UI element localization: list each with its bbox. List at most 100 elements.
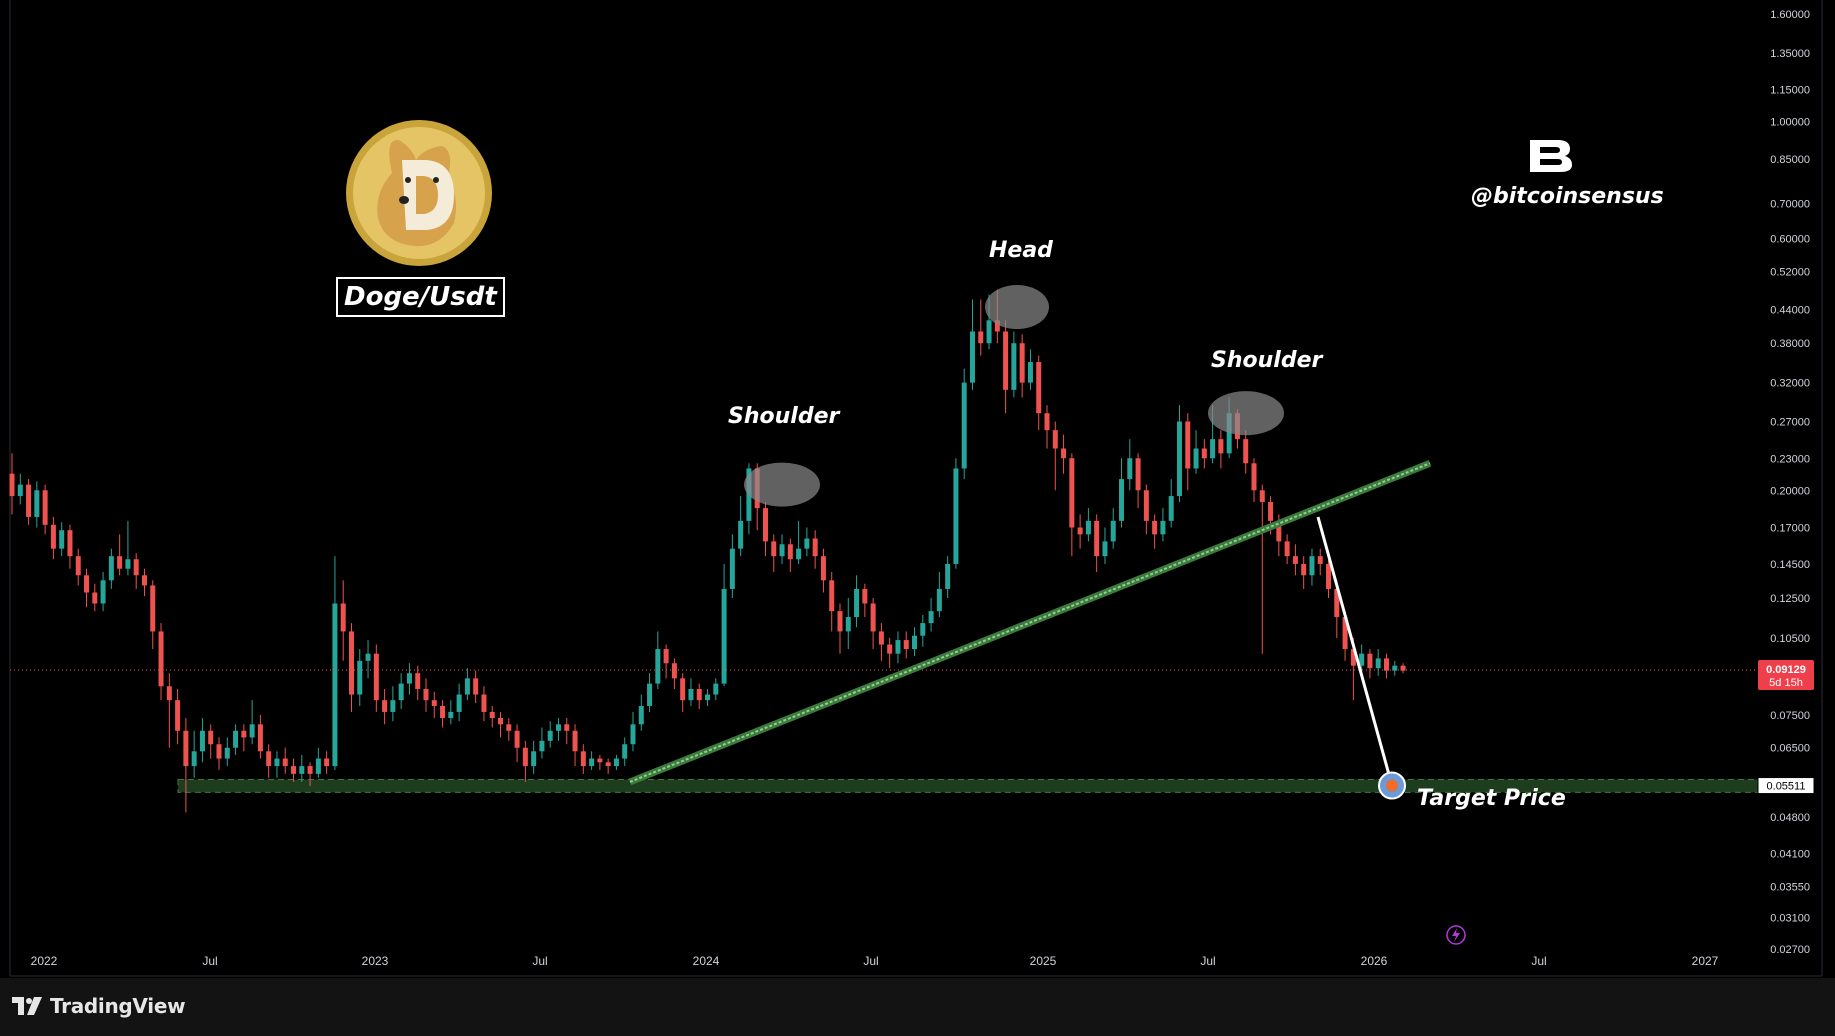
price-tick-label: 0.85000 xyxy=(1770,154,1810,166)
candle-body xyxy=(324,758,330,767)
price-tick-label: 0.38000 xyxy=(1770,338,1810,350)
candle-body xyxy=(1036,362,1042,414)
candle-body xyxy=(282,758,288,767)
candle-body xyxy=(1027,362,1033,383)
time-tick-label: 2022 xyxy=(31,954,58,968)
time-tick-label: 2023 xyxy=(362,954,389,968)
candle-body xyxy=(812,538,818,557)
candle-body xyxy=(315,758,321,774)
bitcoinsensus-logo-icon xyxy=(1530,140,1572,172)
candle-body xyxy=(1375,658,1381,669)
time-tick-label: 2024 xyxy=(693,954,720,968)
candle-body xyxy=(373,653,379,701)
last-price-countdown: 5d 15h xyxy=(1769,677,1803,689)
candle-body xyxy=(1176,421,1182,497)
last-price-label: 0.09129 xyxy=(1766,664,1806,676)
candle-body xyxy=(862,588,868,604)
price-tick-label: 0.44000 xyxy=(1770,305,1810,317)
candle-body xyxy=(713,683,719,695)
candle-body xyxy=(406,673,412,684)
candle-body xyxy=(1226,413,1232,454)
candle-body xyxy=(257,724,263,752)
candle-body xyxy=(605,762,611,767)
candle-body xyxy=(1326,563,1332,589)
annotation-head: Head xyxy=(989,238,1053,263)
price-tick-label: 0.12500 xyxy=(1770,593,1810,605)
candle-body xyxy=(464,678,470,695)
target-price-badge xyxy=(1757,777,1815,795)
candle-body xyxy=(564,724,570,731)
candle-body xyxy=(307,766,313,774)
candle-body xyxy=(175,700,181,731)
tradingview-wordmark: TradingView xyxy=(50,994,186,1018)
candle-body xyxy=(1168,496,1174,521)
candle-body xyxy=(688,689,694,701)
tradingview-logo[interactable]: TradingView xyxy=(12,992,186,1020)
candle-body xyxy=(158,631,164,687)
candle-body xyxy=(969,331,975,383)
candle-body xyxy=(837,611,843,632)
candle-body xyxy=(1019,343,1025,383)
candle-body xyxy=(108,556,114,581)
left-shoulder-highlight xyxy=(744,462,820,507)
candle-body xyxy=(804,538,810,549)
price-tick-label: 0.06500 xyxy=(1770,743,1810,755)
candle-body xyxy=(26,484,32,517)
candle-body xyxy=(936,588,942,612)
candle-body xyxy=(166,686,172,701)
candle-body xyxy=(291,766,297,774)
price-tick-label: 0.32000 xyxy=(1770,378,1810,390)
neckline-trendline[interactable] xyxy=(629,462,1431,783)
candle-body xyxy=(133,559,139,576)
candle-body xyxy=(224,747,230,759)
price-axis: 1.60000 1.35000 1.15000 1.00000 0.85000 0.700… xyxy=(1757,9,1815,956)
candle-body xyxy=(870,603,876,632)
dogecoin-logo-icon xyxy=(346,120,492,266)
candle-body xyxy=(547,730,553,741)
candle-body xyxy=(299,766,305,774)
price-tick-label: 1.00000 xyxy=(1770,117,1810,129)
candle-body xyxy=(986,320,992,344)
candle-body xyxy=(1193,448,1199,469)
price-tick-label: 1.35000 xyxy=(1770,48,1810,60)
candle-body xyxy=(1359,653,1365,666)
candle-body xyxy=(1210,439,1216,459)
candle-body xyxy=(1061,448,1067,459)
candle-body xyxy=(1350,649,1356,666)
replay-icon[interactable] xyxy=(1446,925,1466,945)
target-marker-core xyxy=(1386,779,1398,792)
candle-body xyxy=(762,508,768,542)
candle-body xyxy=(481,694,487,712)
right-shoulder-highlight xyxy=(1208,391,1284,436)
price-tick-label: 1.15000 xyxy=(1770,85,1810,97)
candle-body xyxy=(365,653,371,661)
candle-body xyxy=(266,751,272,767)
candle-body xyxy=(705,694,711,701)
price-tick-label: 0.27000 xyxy=(1770,417,1810,429)
lightning-icon xyxy=(1452,928,1460,942)
support-zone xyxy=(177,778,1759,793)
candle-body xyxy=(431,700,437,706)
projection-line xyxy=(1316,516,1394,786)
candle-body xyxy=(506,724,512,731)
price-tick-label: 0.03550 xyxy=(1770,881,1810,893)
candle-body xyxy=(945,563,951,589)
candle-body xyxy=(199,730,205,752)
candle-body xyxy=(1085,520,1091,535)
candle-body xyxy=(183,730,189,767)
candle-body xyxy=(1160,520,1166,535)
price-tick-label: 0.10500 xyxy=(1770,633,1810,645)
candle-body xyxy=(1317,556,1323,564)
candle-body xyxy=(357,660,363,695)
candle-body xyxy=(854,588,860,618)
candle-body xyxy=(1127,458,1133,480)
candle-body xyxy=(415,673,421,690)
target-price-label: 0.05511 xyxy=(1767,781,1806,793)
candle-body xyxy=(1268,502,1274,521)
candle-body xyxy=(647,683,653,706)
candle-body xyxy=(531,751,537,767)
candle-body xyxy=(1392,665,1398,671)
candle-body xyxy=(1069,458,1075,528)
candle-body xyxy=(67,530,73,557)
